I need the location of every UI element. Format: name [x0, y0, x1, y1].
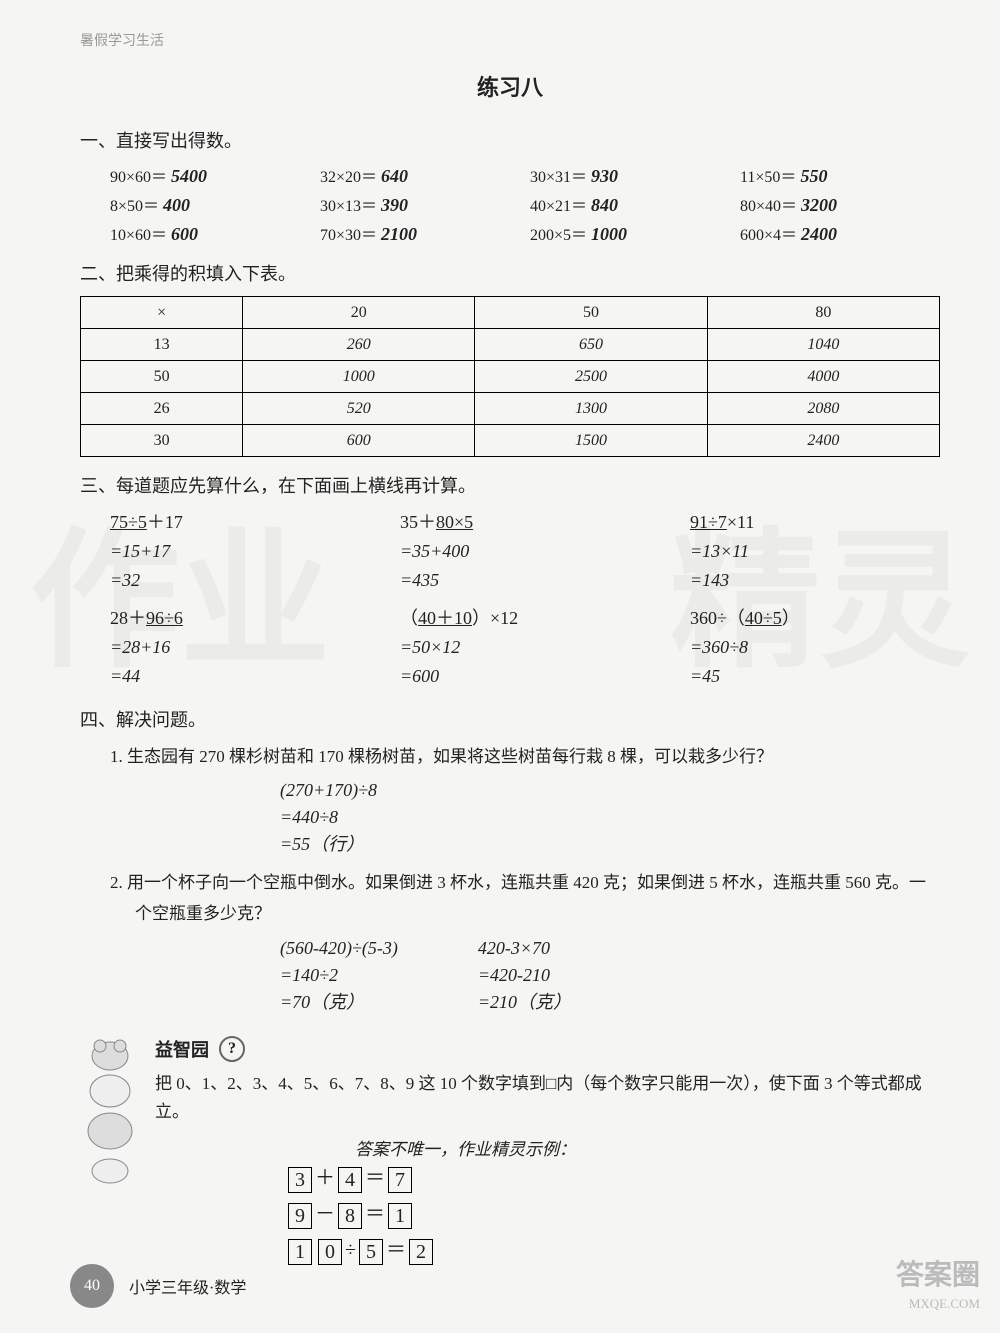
work-block-1: (270+170)÷8 =440÷8 =55（行）	[280, 777, 940, 858]
work-line: =55（行）	[280, 831, 940, 858]
calc-row-1: 75÷5＋17 =15+17=32 35＋80×5 =35+400=435 91÷7…	[110, 508, 940, 594]
section3-heading: 三、每道题应先算什么，在下面画上横线再计算。	[80, 472, 940, 498]
math-item: 200×5＝1000	[530, 221, 730, 245]
footer: 40 小学三年级·数学	[70, 1264, 246, 1308]
work-line: (560-420)÷(5-3)	[280, 935, 398, 962]
math-item: 90×60＝5400	[110, 163, 310, 187]
work-line: =140÷2	[280, 962, 398, 989]
section4-heading: 四、解决问题。	[80, 706, 940, 732]
math-item: 600×4＝2400	[740, 221, 940, 245]
multiplication-table: ×205080132606501040501000250040002652013…	[80, 296, 940, 457]
calc-column: 360÷（40÷5） =360÷8=45	[690, 604, 940, 690]
word-problem-1: 1. 生态园有 270 棵杉树苗和 170 棵杨树苗，如果将这些树苗每行栽 8 …	[110, 742, 940, 773]
word-problem-2: 2. 用一个杯子向一个空瓶中倒水。如果倒进 3 杯水，连瓶共重 420 克；如果…	[110, 868, 940, 929]
calc-column: 28＋96÷6 =28+16=44	[110, 604, 360, 690]
equation-3: 10÷5＝2	[285, 1232, 940, 1268]
math-item: 70×30＝2100	[320, 221, 520, 245]
work-line: =440÷8	[280, 804, 940, 831]
math-item: 40×21＝840	[530, 192, 730, 216]
math-item: 32×20＝640	[320, 163, 520, 187]
equation-1: 3＋4＝7	[285, 1160, 940, 1196]
mental-math-grid: 90×60＝5400 32×20＝640 30×31＝930 11×50＝550 8×5…	[110, 163, 940, 245]
calc-column: 91÷7×11 =13×11=143	[690, 508, 940, 594]
math-item: 11×50＝550	[740, 163, 940, 187]
calc-column: 75÷5＋17 =15+17=32	[110, 508, 360, 594]
work-line: (270+170)÷8	[280, 777, 940, 804]
footer-text: 小学三年级·数学	[129, 1274, 246, 1298]
math-item: 30×31＝930	[530, 163, 730, 187]
section2-heading: 二、把乘得的积填入下表。	[80, 260, 940, 286]
work-line: =420-210	[478, 962, 571, 989]
puzzle-title: 益智园 ?	[155, 1036, 940, 1062]
watermark-bottom-right: 答案圈 MXQE.COM	[896, 1256, 980, 1313]
equation-2: 9－8＝1	[285, 1196, 940, 1232]
question-mark-icon: ?	[219, 1036, 245, 1062]
cartoon-animals-icon	[80, 1036, 140, 1191]
puzzle-section: 益智园 ? 把 0、1、2、3、4、5、6、7、8、9 这 10 个数字填到□内…	[80, 1036, 940, 1269]
math-item: 10×60＝600	[110, 221, 310, 245]
work-line: =210（克）	[478, 989, 571, 1016]
math-item: 80×40＝3200	[740, 192, 940, 216]
work-line: =70（克）	[280, 989, 398, 1016]
calc-column: （40＋10）×12 =50×12=600	[400, 604, 650, 690]
page-number: 40	[70, 1264, 114, 1308]
puzzle-text: 把 0、1、2、3、4、5、6、7、8、9 这 10 个数字填到□内（每个数字只…	[155, 1070, 940, 1128]
work-block-2: (560-420)÷(5-3) =140÷2 =70（克） 420-3×70 =…	[280, 935, 940, 1016]
work-line: 420-3×70	[478, 935, 571, 962]
puzzle-equations: 3＋4＝7 9－8＝1 10÷5＝2	[285, 1160, 940, 1268]
calc-column: 35＋80×5 =35+400=435	[400, 508, 650, 594]
math-item: 30×13＝390	[320, 192, 520, 216]
header-text: 暑假学习生活	[80, 30, 940, 50]
section1-heading: 一、直接写出得数。	[80, 127, 940, 153]
calc-row-2: 28＋96÷6 =28+16=44 （40＋10）×12 =50×12=600 36…	[110, 604, 940, 690]
math-item: 8×50＝400	[110, 192, 310, 216]
page-title: 练习八	[80, 70, 940, 102]
puzzle-note: 答案不唯一，作业精灵示例：	[355, 1135, 940, 1160]
